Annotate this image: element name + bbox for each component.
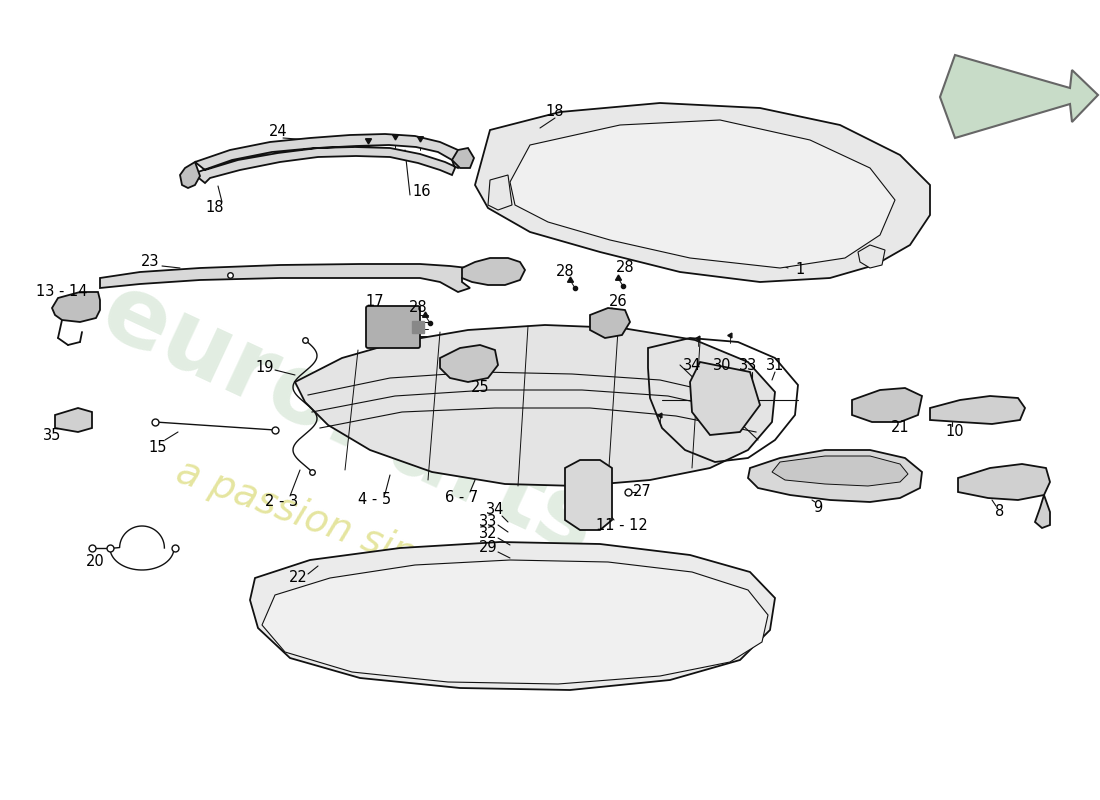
- Text: 4 - 5: 4 - 5: [359, 493, 392, 507]
- Text: 10: 10: [946, 425, 965, 439]
- Text: 16: 16: [412, 185, 431, 199]
- Text: 1: 1: [795, 262, 804, 278]
- Polygon shape: [55, 408, 92, 432]
- Polygon shape: [250, 542, 776, 690]
- Text: euroParts: euroParts: [87, 265, 613, 575]
- Polygon shape: [295, 325, 776, 486]
- Text: 28: 28: [409, 301, 427, 315]
- Polygon shape: [565, 460, 612, 530]
- Text: 22: 22: [288, 570, 307, 586]
- Text: 13 - 14: 13 - 14: [36, 285, 88, 299]
- Text: 33: 33: [478, 514, 497, 530]
- Polygon shape: [690, 362, 760, 435]
- Text: 17: 17: [365, 294, 384, 310]
- Text: 2 - 3: 2 - 3: [265, 494, 298, 510]
- Text: 33: 33: [739, 358, 757, 373]
- Polygon shape: [440, 345, 498, 382]
- Text: 24: 24: [268, 125, 287, 139]
- Text: 27: 27: [632, 485, 651, 499]
- Polygon shape: [590, 308, 630, 338]
- Polygon shape: [452, 148, 474, 168]
- Text: 18: 18: [546, 105, 564, 119]
- Text: 23: 23: [141, 254, 160, 270]
- Text: 28: 28: [556, 265, 574, 279]
- Text: 35: 35: [43, 427, 62, 442]
- Text: 19: 19: [255, 361, 274, 375]
- Polygon shape: [1035, 495, 1050, 528]
- Text: 26: 26: [608, 294, 627, 310]
- Text: 28: 28: [616, 261, 635, 275]
- Polygon shape: [772, 456, 908, 486]
- Polygon shape: [510, 120, 895, 268]
- Polygon shape: [180, 162, 200, 188]
- Text: a passion since 1985: a passion since 1985: [172, 452, 569, 628]
- Text: 9: 9: [813, 501, 823, 515]
- Polygon shape: [475, 103, 930, 282]
- Text: 8: 8: [996, 505, 1004, 519]
- Polygon shape: [748, 450, 922, 502]
- Text: 6 - 7: 6 - 7: [446, 490, 478, 506]
- Text: 11 - 12: 11 - 12: [596, 518, 648, 533]
- Text: 32: 32: [478, 526, 497, 542]
- Polygon shape: [940, 55, 1098, 138]
- Polygon shape: [462, 258, 525, 285]
- Polygon shape: [100, 264, 472, 292]
- Polygon shape: [195, 134, 462, 183]
- Polygon shape: [488, 175, 512, 210]
- Text: 30: 30: [713, 358, 732, 373]
- FancyBboxPatch shape: [366, 306, 420, 348]
- Text: 25: 25: [471, 381, 490, 395]
- Text: 31: 31: [766, 358, 784, 373]
- Text: 34: 34: [486, 502, 504, 518]
- Polygon shape: [858, 245, 886, 268]
- Polygon shape: [852, 388, 922, 422]
- Text: 20: 20: [86, 554, 104, 570]
- Text: 21: 21: [891, 421, 910, 435]
- Polygon shape: [52, 292, 100, 322]
- Text: 34: 34: [683, 358, 701, 373]
- Polygon shape: [262, 560, 768, 684]
- Text: 29: 29: [478, 541, 497, 555]
- Polygon shape: [930, 396, 1025, 424]
- Polygon shape: [958, 464, 1050, 500]
- Text: 15: 15: [148, 441, 167, 455]
- Text: 18: 18: [206, 201, 224, 215]
